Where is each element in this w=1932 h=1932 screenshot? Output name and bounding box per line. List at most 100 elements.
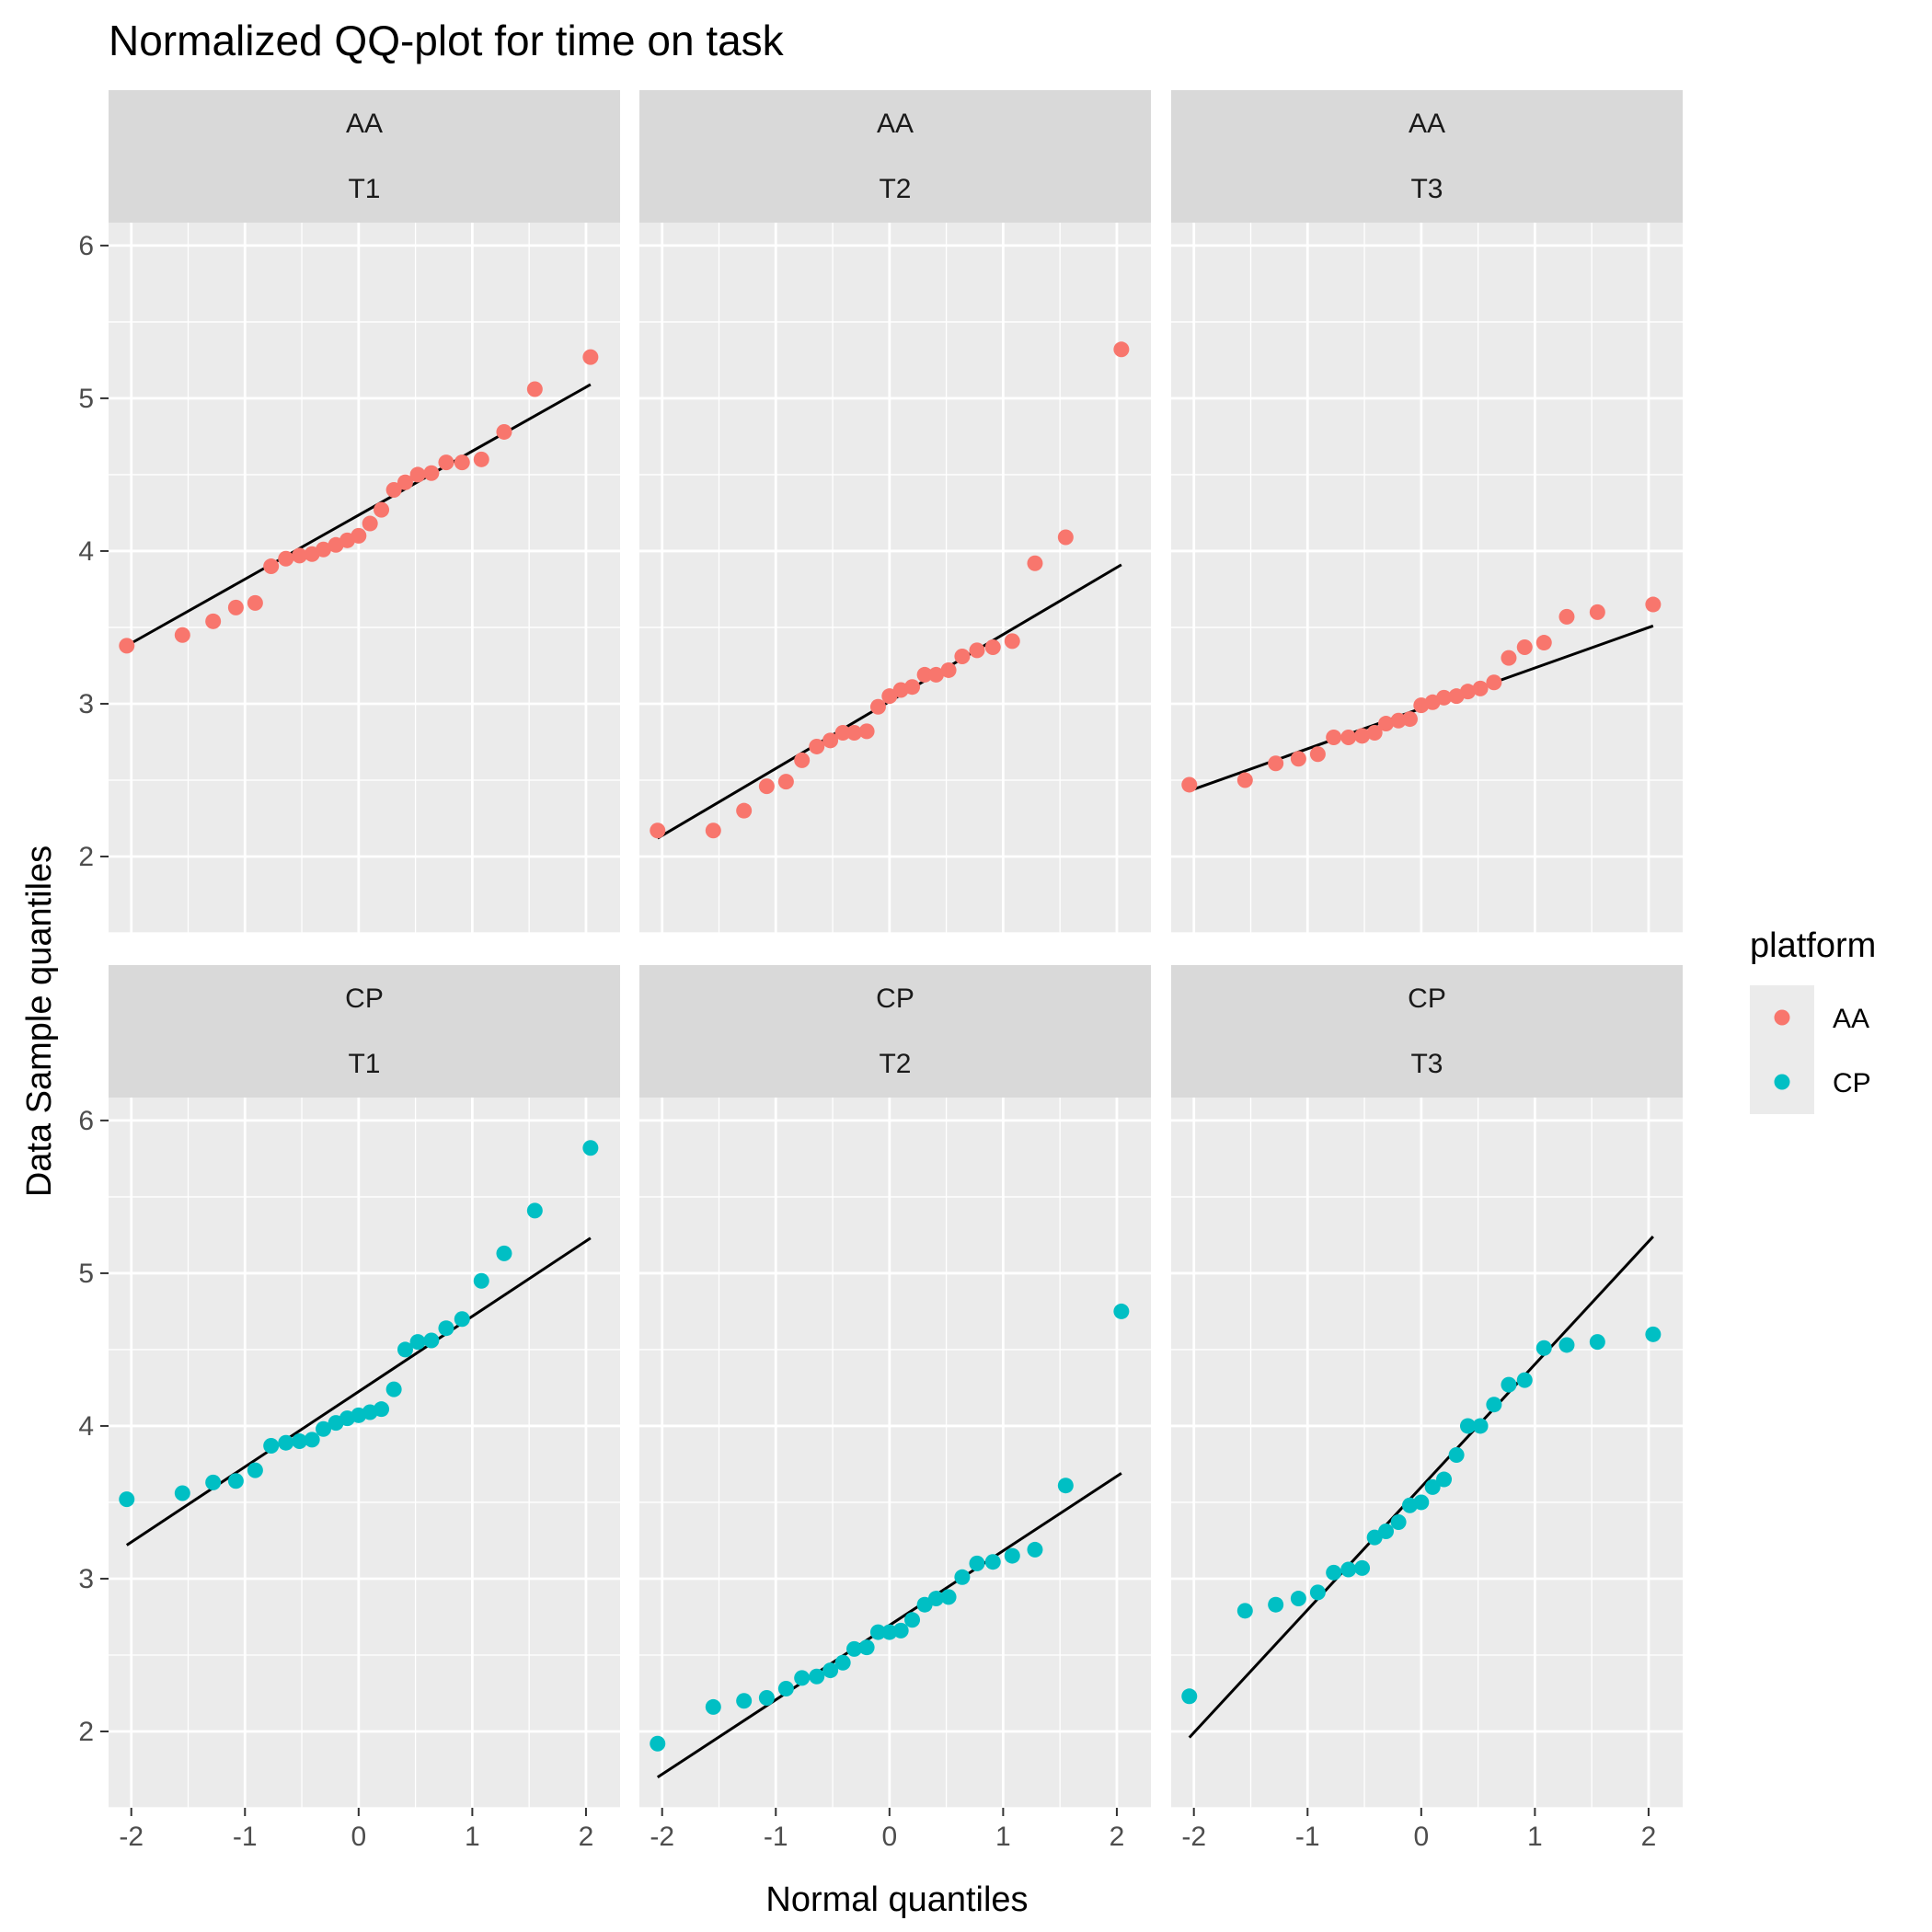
data-point (1436, 1471, 1453, 1488)
legend-key-point (1774, 1074, 1790, 1090)
panel-background (639, 223, 1151, 933)
strip-label-task: T3 (1410, 1049, 1443, 1079)
data-point (869, 1624, 886, 1640)
data-point (1390, 1514, 1407, 1531)
x-tick-label: 1 (995, 1822, 1011, 1852)
strip-label-platform: AA (1409, 109, 1445, 139)
data-point (385, 1381, 402, 1397)
facet-panel-CP-T2: CP T2 (639, 965, 1151, 1809)
data-point (473, 1272, 489, 1289)
data-point (1378, 716, 1395, 732)
data-point (526, 1202, 543, 1219)
data-point (316, 541, 332, 558)
data-point (705, 822, 721, 839)
data-point (869, 698, 886, 715)
panel-background (639, 1098, 1151, 1808)
x-tick-label: 0 (881, 1822, 897, 1852)
data-point (904, 679, 921, 696)
data-point (881, 1624, 898, 1640)
y-tick-label: 6 (78, 1106, 94, 1136)
data-point (1057, 1478, 1074, 1494)
data-point (650, 1735, 666, 1752)
strip-label-platform: AA (877, 109, 914, 139)
data-point (822, 1662, 839, 1679)
data-point (736, 802, 753, 819)
y-tick-label: 3 (78, 689, 94, 719)
data-point (263, 558, 280, 575)
facet-panels: AA T1 AA T2 AA T3 CP T1 CP T2 CP T3 (109, 90, 1683, 1809)
data-point (777, 1681, 794, 1697)
y-tick-label: 3 (78, 1564, 94, 1594)
data-point (954, 649, 971, 665)
data-point (858, 1639, 875, 1656)
data-point (409, 1334, 426, 1351)
data-point (1004, 1547, 1020, 1564)
data-point (794, 1670, 811, 1686)
data-point (758, 1689, 775, 1706)
data-point (1486, 674, 1502, 691)
data-point (1401, 711, 1418, 728)
x-tick-label: -2 (650, 1822, 674, 1852)
x-tick-label: 2 (1110, 1822, 1125, 1852)
data-point (1309, 1584, 1326, 1601)
qq-reference-line (125, 1236, 592, 1547)
y-axis-title: Data Sample quantiles (20, 845, 59, 1197)
data-point (834, 1654, 851, 1671)
data-point (1340, 1561, 1357, 1578)
data-point (1236, 772, 1253, 788)
data-point (582, 1140, 599, 1156)
y-tick-label: 4 (78, 1411, 94, 1442)
data-point (1181, 1688, 1198, 1705)
data-point (526, 381, 543, 397)
facet-strip (109, 90, 620, 223)
strip-label-task: T3 (1410, 174, 1443, 204)
data-point (278, 550, 294, 567)
legend-label: AA (1833, 1004, 1869, 1034)
x-tick-label: 1 (1527, 1822, 1543, 1852)
x-tick-label: 2 (579, 1822, 594, 1852)
legend: platform AA CP (1750, 926, 1876, 1114)
data-point (1535, 1340, 1552, 1356)
data-point (1326, 1564, 1342, 1581)
data-point (1472, 680, 1489, 696)
y-tick-label: 2 (78, 1717, 94, 1747)
data-point (1459, 1418, 1476, 1434)
data-point (1354, 728, 1371, 744)
data-point (834, 725, 851, 742)
data-point (1448, 1446, 1465, 1463)
data-point (473, 451, 489, 467)
x-tick-label: 0 (1413, 1822, 1429, 1852)
data-point (205, 1474, 222, 1490)
qq-reference-line (1188, 1236, 1654, 1739)
data-point (1424, 1478, 1441, 1495)
data-point (1309, 746, 1326, 763)
data-point (954, 1569, 971, 1585)
data-point (362, 515, 378, 532)
strip-label-task: T2 (879, 174, 911, 204)
x-tick-label: 0 (351, 1822, 366, 1852)
data-point (809, 738, 825, 754)
data-point (1486, 1397, 1502, 1413)
data-point (582, 349, 599, 365)
x-tick-label: -2 (119, 1822, 144, 1852)
data-point (454, 454, 470, 471)
facet-panel-CP-T3: CP T3 (1171, 965, 1683, 1809)
strip-label-platform: CP (1408, 983, 1446, 1014)
data-point (927, 1591, 944, 1607)
data-point (1113, 341, 1130, 358)
x-tick-label: -1 (764, 1822, 788, 1852)
y-tick-label: 5 (78, 1259, 94, 1289)
data-point (247, 1462, 263, 1478)
data-point (351, 527, 367, 544)
data-point (278, 1434, 294, 1451)
data-point (705, 1698, 721, 1715)
data-point (1558, 1337, 1575, 1353)
data-point (1236, 1603, 1253, 1619)
data-point (758, 778, 775, 795)
y-tick-label: 6 (78, 231, 94, 261)
data-point (438, 454, 454, 471)
data-point (1501, 1376, 1517, 1393)
data-point (904, 1612, 921, 1628)
data-point (1340, 729, 1357, 745)
